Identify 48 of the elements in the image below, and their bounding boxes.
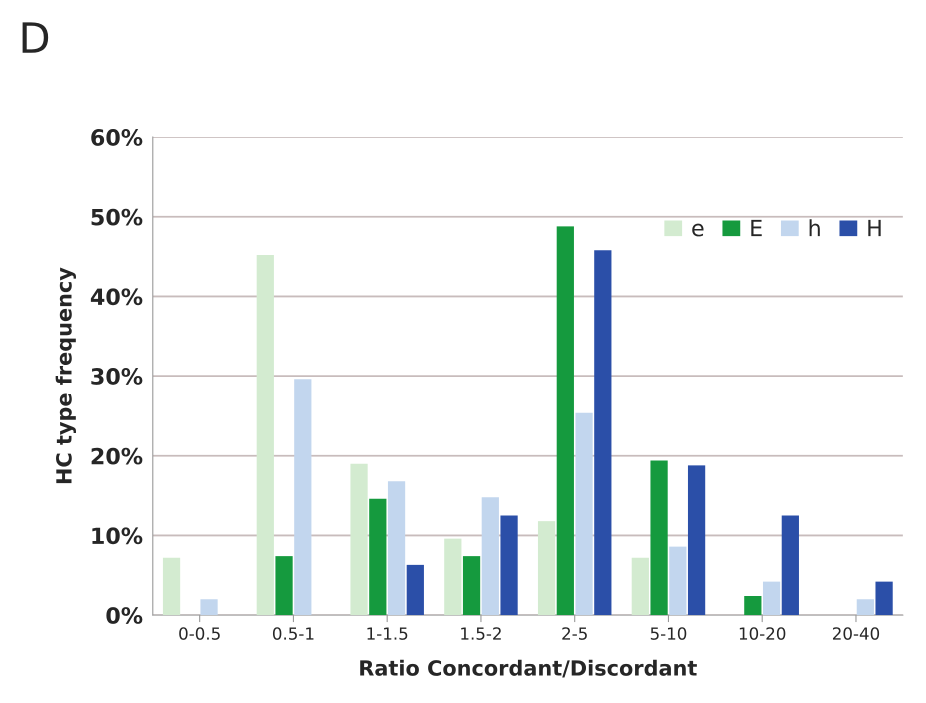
bar [482, 497, 499, 616]
bar [406, 564, 424, 616]
x-tick-label: 0.5-1 [272, 627, 314, 640]
y-tick-label: 50% [92, 208, 142, 226]
legend-label: H [868, 220, 881, 236]
y-tick-label: 20% [92, 448, 142, 465]
y-axis-title: HC type frequency [56, 268, 76, 484]
bar [744, 596, 762, 616]
bar [594, 250, 612, 616]
bar [688, 465, 706, 616]
bar [650, 460, 668, 616]
x-tick-label: 0-0.5 [179, 627, 220, 640]
bar [275, 556, 293, 616]
bar [388, 481, 406, 616]
x-tick-label: 1.5-2 [461, 627, 501, 640]
y-tick-label: 0% [106, 607, 142, 624]
bar [369, 498, 386, 616]
bar [556, 226, 574, 616]
bar [200, 599, 218, 616]
x-tick-label: 10-20 [740, 627, 786, 640]
x-tick-label: 20-40 [832, 627, 880, 640]
bar [632, 558, 649, 616]
legend-label: E [751, 220, 762, 236]
bar [500, 516, 518, 616]
y-tick-label: 60% [91, 129, 142, 146]
y-tick-label: 10% [92, 527, 142, 544]
bar [856, 599, 874, 616]
bar [444, 538, 462, 616]
x-tick-label: 5-10 [650, 627, 686, 640]
bar [350, 464, 368, 616]
bar [762, 582, 780, 616]
chart-title: D [22, 22, 48, 53]
legend-label: h [810, 219, 820, 236]
bar [162, 558, 180, 616]
x-tick-label: 1-1.5 [367, 627, 408, 640]
x-axis-title: Ratio Concordant/Discordant [360, 660, 697, 678]
bar [669, 546, 686, 616]
x-tick-label: 2-5 [562, 627, 587, 640]
bar [575, 412, 593, 616]
bar [256, 255, 274, 616]
bar [538, 521, 556, 616]
bar [294, 379, 312, 616]
y-tick-label: 40% [90, 288, 142, 306]
bar [462, 556, 480, 616]
y-tick-label: 30% [91, 368, 142, 385]
legend-label: e [692, 224, 704, 236]
bar [782, 516, 799, 616]
bar [875, 582, 893, 616]
